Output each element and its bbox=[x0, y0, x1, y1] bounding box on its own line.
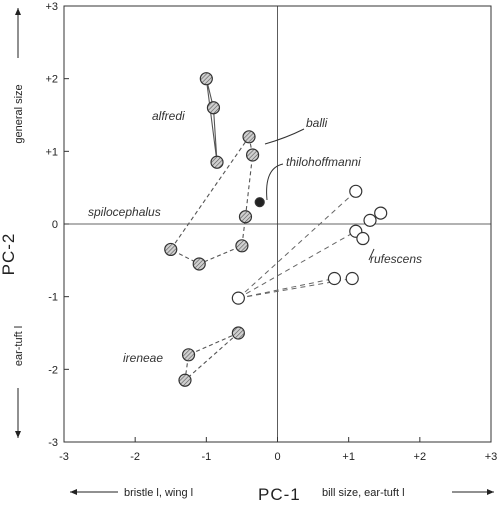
y-tick-label: 0 bbox=[52, 219, 58, 231]
point-ireneae bbox=[231, 326, 245, 340]
point-thilohoffmanni bbox=[254, 197, 265, 208]
leader-balli bbox=[264, 128, 305, 145]
point-alfredi bbox=[206, 101, 221, 115]
zero-axis-lines bbox=[64, 6, 491, 442]
x-note-left: bristle l, wing l bbox=[124, 487, 193, 499]
y-tick-label: +2 bbox=[45, 74, 58, 86]
point-balli bbox=[238, 210, 253, 224]
point-ireneae bbox=[178, 373, 192, 387]
label-spilocephalus: spilocephalus bbox=[88, 205, 161, 219]
y-tick-label: -3 bbox=[48, 437, 58, 449]
x-tick-label: -1 bbox=[201, 451, 211, 463]
y-axis-title: PC-2 bbox=[0, 233, 18, 276]
y-tick-label: +3 bbox=[45, 1, 58, 13]
point-rufescens bbox=[231, 291, 245, 305]
label-ireneae: ireneae bbox=[123, 351, 163, 365]
leader-rufescens bbox=[368, 248, 375, 261]
point-rufescens bbox=[349, 184, 363, 198]
leader-thilohoffmanni bbox=[266, 163, 284, 201]
point-alfredi bbox=[199, 72, 213, 86]
point-alfredi bbox=[210, 155, 224, 169]
species-connectors bbox=[169, 78, 357, 382]
x-note-right: bill size, ear-tuft l bbox=[322, 487, 405, 499]
label-rufescens: rufescens bbox=[370, 252, 422, 266]
point-rufescens bbox=[356, 231, 370, 246]
x-tick-label: -2 bbox=[130, 451, 140, 463]
label-alfredi: alfredi bbox=[152, 109, 185, 123]
x-axis-title: PC-1 bbox=[258, 485, 301, 504]
y-note-bottom: ear-tuft l bbox=[13, 326, 25, 366]
point-balli bbox=[235, 239, 249, 253]
point-balli bbox=[242, 130, 256, 144]
x-tick-label: +2 bbox=[414, 451, 427, 463]
point-rufescens bbox=[363, 213, 377, 227]
x-tick-label: +3 bbox=[485, 451, 498, 463]
y-tick-label: +1 bbox=[45, 146, 58, 158]
point-ireneae bbox=[181, 348, 196, 362]
point-rufescens bbox=[374, 206, 388, 220]
label-balli: balli bbox=[306, 116, 328, 130]
connector-rufescens bbox=[238, 278, 335, 299]
point-balli bbox=[192, 257, 206, 271]
x-axis-ticks: -3 -2 -1 0 +1 +2 +3 bbox=[59, 437, 497, 463]
x-tick-label: -3 bbox=[59, 451, 69, 463]
y-note-top: general size bbox=[13, 84, 25, 143]
point-balli bbox=[164, 242, 178, 257]
connector-rufescens bbox=[238, 230, 357, 299]
connector-rufescens bbox=[238, 278, 353, 299]
y-tick-label: -2 bbox=[48, 364, 58, 376]
point-balli bbox=[245, 148, 260, 162]
x-tick-label: +1 bbox=[342, 451, 355, 463]
connector-ireneae bbox=[184, 332, 239, 382]
connector-alfredi bbox=[205, 78, 218, 163]
x-tick-label: 0 bbox=[274, 451, 280, 463]
point-rufescens bbox=[345, 271, 359, 286]
data-points bbox=[164, 72, 388, 387]
point-rufescens bbox=[327, 271, 342, 286]
y-axis-ticks: +3 +2 +1 0 -1 -2 -3 bbox=[45, 1, 69, 449]
label-thilohoffmanni: thilohoffmanni bbox=[286, 155, 361, 169]
y-tick-label: -1 bbox=[48, 292, 58, 304]
